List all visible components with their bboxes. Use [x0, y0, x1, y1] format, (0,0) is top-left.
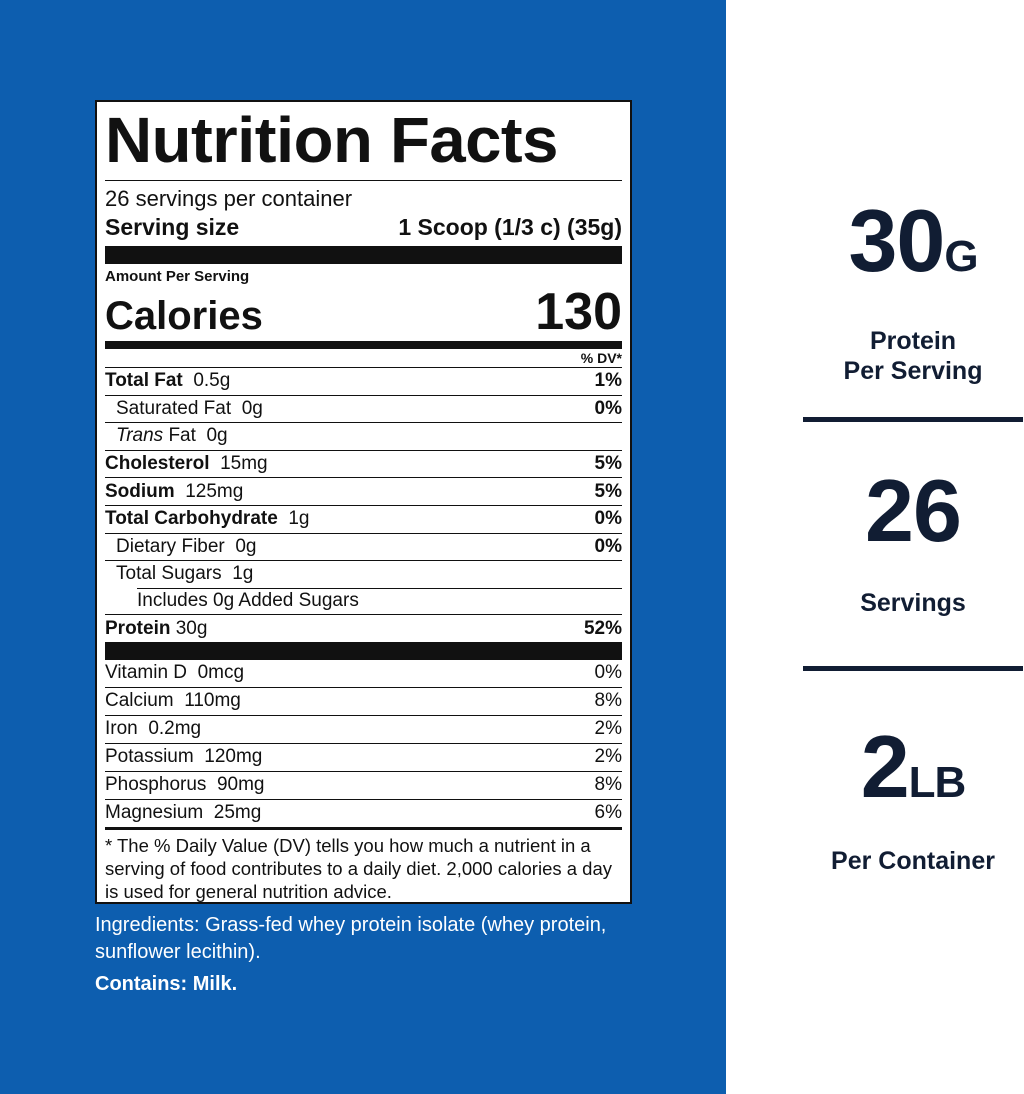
vitamin-amount: 120mg: [204, 746, 263, 768]
vitamin-dv: 8%: [594, 690, 622, 712]
nutrient-amount: 1g: [232, 563, 254, 585]
vitamin-row-calcium: Calcium 110mg 8%: [105, 686, 622, 715]
vitamin-row-magnesium: Magnesium 25mg 6%: [105, 798, 622, 827]
nutrient-dv: 0%: [594, 397, 622, 419]
vitamin-amount: 25mg: [213, 802, 262, 824]
nutrient-amount: 0g: [206, 425, 228, 447]
nutrient-name: Saturated Fat: [116, 397, 232, 419]
nutrient-name: Protein: [105, 617, 171, 639]
nutrient-name: Sodium: [105, 480, 175, 502]
nutrient-name: Total Fat: [105, 370, 183, 392]
nutrient-amount: 0g: [241, 397, 263, 419]
nutrient-row-total-carbohydrate: Total Carbohydrate 1g 0%: [105, 504, 622, 533]
amount-per-serving: Amount Per Serving: [105, 268, 250, 285]
nutrient-name: Dietary Fiber: [116, 535, 225, 557]
stat-protein: 30G Protein Per Serving: [803, 196, 1023, 386]
allergen-statement: Contains: Milk.: [95, 973, 238, 995]
nutrient-row-total-fat: Total Fat 0.5g 1%: [105, 367, 622, 395]
vitamin-amount: 90mg: [216, 774, 265, 796]
stat-divider: [803, 666, 1023, 671]
stat-caption-line2: Per Serving: [843, 357, 983, 385]
thick-divider: [105, 246, 622, 264]
nutrient-row-protein: Protein 30g 52%: [105, 614, 622, 642]
nutrient-name: Total Sugars: [116, 563, 222, 585]
stat-value: 2LB: [860, 717, 967, 816]
dv-footnote: * The % Daily Value (DV) tells you how m…: [105, 826, 622, 903]
vitamin-name: Iron: [105, 718, 138, 740]
ingredients-text: Ingredients: Grass-fed whey protein isol…: [95, 914, 607, 963]
calories-label: Calories: [105, 294, 263, 338]
vitamin-dv: 8%: [594, 774, 622, 796]
nutrition-facts-label: Nutrition Facts 26 servings per containe…: [95, 100, 632, 904]
vitamin-dv: 2%: [594, 746, 622, 768]
stat-caption-line1: Servings: [860, 589, 966, 617]
nutrient-row-cholesterol: Cholesterol 15mg 5%: [105, 449, 622, 478]
protein-divider: [105, 641, 622, 660]
nutrient-amount: 0.5g: [193, 370, 231, 392]
nutrient-amount: 125mg: [185, 480, 244, 502]
vitamin-amount: 0mcg: [197, 662, 245, 684]
nutrient-dv: 5%: [594, 453, 622, 475]
nutrient-row-sodium: Sodium 125mg 5%: [105, 477, 622, 505]
nutrient-amount: 15mg: [220, 453, 268, 475]
nutrient-amount: 30g: [175, 617, 208, 639]
nutrient-name: Includes 0g Added Sugars: [137, 590, 359, 612]
title-divider: [105, 180, 622, 181]
nutrient-row-added-sugars: Includes 0g Added Sugars: [105, 587, 622, 615]
nutrient-dv: 0%: [594, 535, 622, 557]
servings-per-container: 26 servings per container: [105, 186, 353, 211]
calories-value: 130: [535, 283, 622, 341]
stat-weight: 2LB Per Container: [803, 722, 1023, 876]
stat-value: 30G: [848, 191, 978, 290]
label-title: Nutrition Facts: [105, 104, 558, 176]
serving-size-value: 1 Scoop (1/3 c) (35g): [398, 214, 622, 240]
calories-row: Calories 130: [105, 285, 622, 339]
vitamin-row-iron: Iron 0.2mg 2%: [105, 714, 622, 743]
vitamin-name: Calcium: [105, 690, 174, 712]
serving-size-row: Serving size 1 Scoop (1/3 c) (35g): [105, 212, 622, 246]
nutrient-dv: 0%: [594, 508, 622, 530]
nutrient-dv: 5%: [594, 480, 622, 502]
stat-unit: LB: [908, 758, 967, 807]
nutrient-name: Total Carbohydrate: [105, 508, 278, 530]
nutrient-row-total-sugars: Total Sugars 1g: [105, 560, 622, 588]
stat-unit: G: [944, 232, 978, 281]
vitamin-row-phosphorus: Phosphorus 90mg 8%: [105, 770, 622, 799]
vitamin-name: Phosphorus: [105, 774, 207, 796]
nutrient-row-dietary-fiber: Dietary Fiber 0g 0%: [105, 532, 622, 561]
nutrient-row-saturated-fat: Saturated Fat 0g 0%: [105, 394, 622, 423]
stat-caption-line1: Protein: [869, 327, 957, 355]
nutrient-amount: 0g: [235, 535, 257, 557]
vitamin-dv: 2%: [594, 718, 622, 740]
stat-value: 26: [865, 461, 962, 560]
dv-header: % DV*: [580, 350, 622, 366]
nutrient-name-suffix: Fat: [168, 425, 196, 447]
nutrient-row-trans-fat: Trans Fat 0g: [105, 422, 622, 450]
vitamin-amount: 110mg: [184, 690, 241, 712]
vitamin-row-vitamin-d: Vitamin D 0mcg 0%: [105, 660, 622, 687]
vitamin-name: Magnesium: [105, 802, 204, 824]
nutrient-dv: 52%: [583, 617, 622, 639]
nutrient-dv: 1%: [594, 370, 622, 392]
serving-size-label: Serving size: [105, 214, 240, 240]
vitamin-name: Vitamin D: [105, 662, 188, 684]
vitamin-row-potassium: Potassium 120mg 2%: [105, 742, 622, 771]
nutrient-name: Cholesterol: [105, 453, 210, 475]
vitamin-name: Potassium: [105, 746, 194, 768]
vitamin-dv: 0%: [594, 662, 622, 684]
stat-divider: [803, 417, 1023, 422]
vitamin-dv: 6%: [594, 802, 622, 824]
stat-caption-line1: Per Container: [831, 847, 995, 875]
vitamin-amount: 0.2mg: [148, 718, 202, 740]
nutrient-name: Trans: [116, 425, 164, 447]
nutrient-amount: 1g: [288, 508, 310, 530]
stat-servings: 26 Servings: [803, 466, 1023, 618]
calories-divider: [105, 341, 622, 349]
